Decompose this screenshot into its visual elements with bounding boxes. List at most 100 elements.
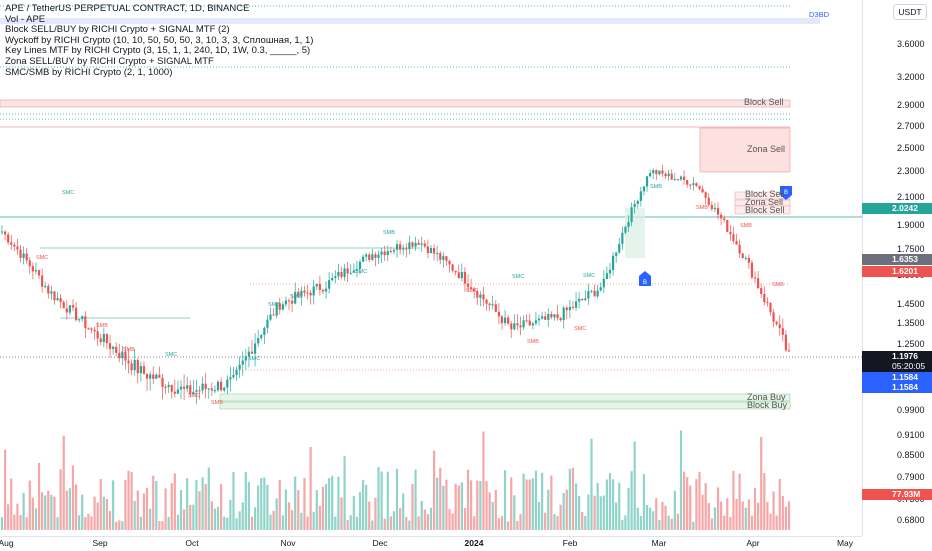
volume-bar [368, 501, 371, 530]
volume-bar [420, 500, 423, 530]
candle-body [652, 170, 655, 174]
smc-marker: SMC [574, 326, 586, 332]
zona-sell-zone [699, 127, 791, 173]
green-price-badge: 2.0242 [862, 203, 932, 214]
buy-signal-marker[interactable]: B [780, 186, 792, 200]
candle-body [528, 320, 531, 326]
volume-bar [34, 508, 38, 530]
smc-smb-markers: SMC SMC SMC SMC SMC SMC SMC SMC SMC SMC SMC SMB SMB S… [36, 184, 784, 406]
volume-bar [781, 496, 784, 530]
volume-bar [96, 502, 99, 530]
volume-bar [142, 493, 146, 530]
price-tick: 2.7000 [897, 121, 925, 131]
indicator-label[interactable]: SMC/SMB by RICHI Crypto (2, 1, 1000) [5, 66, 173, 78]
volume-bar [287, 502, 291, 530]
volume-bar [155, 480, 158, 530]
candle-body [602, 278, 605, 288]
candle-body [423, 243, 426, 247]
candle-body [315, 283, 318, 287]
smb-marker: SMB [268, 302, 280, 308]
candle-body [701, 188, 704, 193]
price-tick: 1.9000 [897, 220, 925, 230]
smc-marker: SMC [248, 356, 260, 362]
symbol-title[interactable]: APE / TetherUS PERPETUAL CONTRACT, 1D, B… [5, 3, 250, 14]
candle-body [420, 243, 423, 245]
volume-bar [90, 516, 93, 530]
grey-price-badge: 1.6353 [862, 254, 932, 265]
candle-body [753, 277, 757, 279]
volume-bar [775, 515, 778, 530]
candle-body [90, 328, 93, 330]
candle-body [448, 260, 451, 265]
price-tick: 1.3500 [897, 318, 925, 328]
candle-body [59, 298, 62, 302]
candle-body [115, 346, 118, 353]
candle-body [127, 360, 130, 364]
volume-bar [710, 518, 713, 530]
candle-body [216, 381, 220, 391]
volume-bar [358, 492, 362, 530]
candle-body [414, 242, 417, 247]
candle-body [689, 184, 692, 186]
indicator-label[interactable]: Wyckoff by RICHI Crypto (10, 10, 50, 50,… [5, 34, 314, 46]
volume-bar [482, 431, 485, 530]
smc-marker: SMC [355, 269, 367, 275]
smb-marker: SMB [383, 230, 395, 236]
indicator-label[interactable]: Key Lines MTF by RICHI Crypto (3, 15, 1,… [5, 45, 311, 57]
volume-bar [223, 516, 226, 530]
volume-bar [491, 501, 494, 530]
candle-body [294, 291, 297, 304]
candle-body [519, 325, 522, 328]
candle-body [568, 306, 571, 311]
candle-body [556, 314, 559, 318]
candle-body [661, 170, 664, 174]
volume-bar [371, 520, 374, 530]
time-label: Mar [651, 538, 667, 548]
volume-bar [343, 456, 346, 530]
volume-bar [605, 479, 609, 530]
candle-body [426, 246, 430, 254]
candle-body [263, 327, 266, 335]
volume-bar [127, 470, 130, 530]
candle-body [516, 323, 519, 326]
volume-bar [556, 516, 559, 530]
candle-body [673, 179, 676, 181]
volume-bar [627, 488, 630, 530]
indicator-label[interactable]: Vol - APE [5, 13, 46, 25]
volume-bar [108, 510, 112, 530]
candle-body [460, 271, 463, 279]
volume-bar [210, 501, 213, 530]
candle-body [682, 176, 686, 180]
candle-body [633, 203, 636, 208]
volume-bar [587, 494, 590, 530]
volume-bar [488, 492, 491, 530]
currency-button[interactable]: USDT [893, 4, 927, 20]
smc-marker: SMC [36, 255, 48, 261]
candles [0, 164, 791, 405]
candle-body [278, 303, 281, 310]
volume-bar [772, 491, 775, 530]
candle-body [124, 351, 127, 361]
volume-bar [284, 489, 288, 530]
volume-bar [247, 482, 251, 530]
candle-body [297, 291, 300, 297]
candle-body [158, 374, 161, 378]
volume-bar [19, 515, 22, 530]
time-axis[interactable]: Aug Sep Oct Nov Dec 2024 Feb Mar Apr May [0, 536, 862, 551]
volume-bar [315, 490, 318, 530]
buy-signal-marker[interactable]: B [639, 271, 651, 286]
volume-bar [399, 508, 402, 530]
volume-bar [522, 473, 525, 530]
volume-bar [93, 496, 96, 530]
plot-area[interactable]: SMC SMC SMC SMC SMC SMC SMC SMC SMC SMC SMC SMB SMB S… [0, 0, 862, 536]
candle-body [760, 288, 763, 294]
volume-bar [544, 512, 547, 530]
candle-body [349, 272, 352, 274]
volume-bar [503, 470, 507, 530]
candle-body [470, 287, 473, 290]
volume-bar [500, 516, 504, 530]
indicator-label[interactable]: Zona SELL/BUY by RICHI Crypto + SIGNAL M… [5, 55, 214, 67]
volume-bar [649, 507, 652, 530]
indicator-label[interactable]: Block SELL/BUY by RICHI Crypto + SIGNAL … [5, 24, 230, 36]
